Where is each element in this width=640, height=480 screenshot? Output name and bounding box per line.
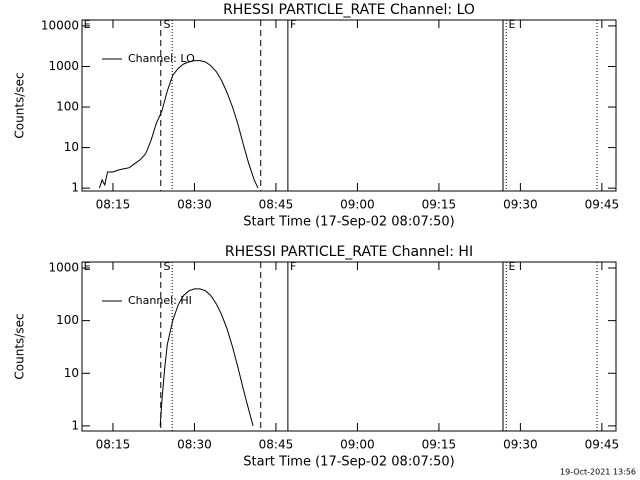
- plot-frame: [81, 261, 617, 432]
- chart-title: RHESSI PARTICLE_RATE Channel: HI: [225, 244, 473, 260]
- marker-label: S: [163, 260, 170, 273]
- x-axis-label: Start Time (17-Sep-02 08:07:50): [243, 455, 454, 470]
- y-axis-label: Counts/sec: [13, 72, 27, 138]
- x-axis-label: Start Time (17-Sep-02 08:07:50): [243, 215, 454, 230]
- marker-label: E: [84, 18, 91, 31]
- x-tick-label: 08:15: [96, 438, 131, 452]
- y-tick-label: 10000: [41, 18, 79, 32]
- legend-label: Channel: HI: [128, 294, 192, 307]
- x-tick-label: 08:15: [96, 198, 131, 212]
- x-tick-label: 09:15: [422, 198, 457, 212]
- y-tick-label: 1000: [48, 59, 79, 73]
- marker-label: E: [84, 260, 91, 273]
- marker-label: F: [290, 260, 296, 273]
- marker-label: S: [163, 18, 170, 31]
- chart-title: RHESSI PARTICLE_RATE Channel: LO: [223, 2, 475, 18]
- x-tick-label: 08:45: [259, 438, 294, 452]
- y-axis-label: Counts/sec: [13, 313, 27, 379]
- marker-label: E: [508, 18, 515, 31]
- timestamp: 19-Oct-2021 13:56: [560, 468, 636, 477]
- x-tick-label: 08:30: [177, 438, 212, 452]
- x-tick-label: 09:30: [503, 438, 538, 452]
- y-tick-label: 1: [71, 181, 79, 195]
- plot-frame: [81, 19, 617, 192]
- y-tick-label: 10: [64, 366, 79, 380]
- x-tick-label: 08:45: [259, 198, 294, 212]
- y-tick-label: 100: [56, 313, 79, 327]
- x-tick-label: 09:00: [340, 438, 375, 452]
- x-tick-label: 09:15: [422, 438, 457, 452]
- data-line: [98, 60, 259, 189]
- x-tick-label: 08:30: [177, 198, 212, 212]
- y-tick-label: 1000: [48, 260, 79, 274]
- data-line: [159, 288, 254, 427]
- x-tick-label: 09:30: [503, 198, 538, 212]
- y-tick-label: 10: [64, 140, 79, 154]
- x-tick-label: 09:45: [585, 198, 620, 212]
- marker-label: F: [290, 18, 296, 31]
- marker-label: E: [508, 260, 515, 273]
- legend-label: Channel: LO: [128, 52, 195, 65]
- y-tick-label: 1: [71, 418, 79, 432]
- x-tick-label: 09:00: [340, 198, 375, 212]
- x-tick-label: 09:45: [585, 438, 620, 452]
- y-tick-label: 100: [56, 100, 79, 114]
